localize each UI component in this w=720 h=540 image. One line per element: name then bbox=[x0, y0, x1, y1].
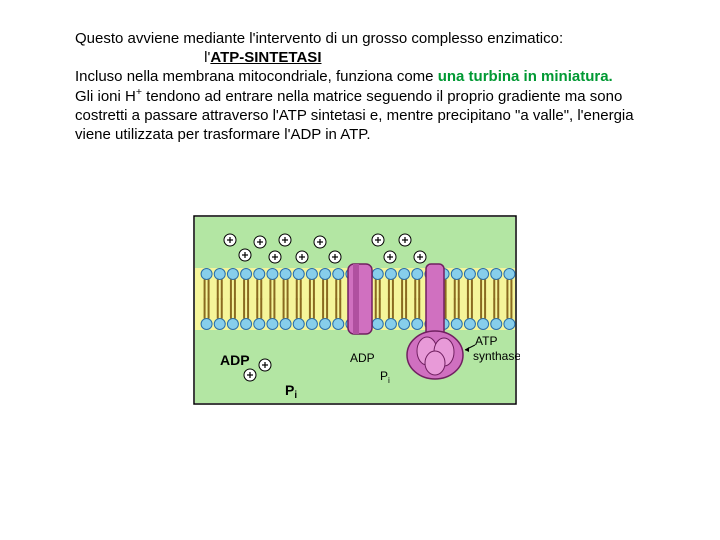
line4-pre: Gli ioni H bbox=[75, 88, 136, 105]
atp-sintetasi-label: ATP-SINTETASI bbox=[210, 49, 321, 66]
atp-synthase-diagram: ADPPiADPPiATPsynthase bbox=[190, 210, 520, 410]
svg-text:ADP: ADP bbox=[220, 352, 250, 368]
line1: Questo avviene mediante l'intervento di … bbox=[75, 30, 563, 47]
svg-text:ATP: ATP bbox=[475, 334, 497, 348]
svg-text:synthase: synthase bbox=[473, 349, 520, 363]
svg-text:ADP: ADP bbox=[350, 351, 375, 365]
turbina-phrase: una turbina in miniatura. bbox=[438, 68, 613, 85]
paragraph: Questo avviene mediante l'intervento di … bbox=[75, 30, 665, 145]
line4-rest: tendono ad entrare nella matrice seguend… bbox=[75, 88, 634, 143]
line3-pre: Incluso nella membrana mitocondriale, fu… bbox=[75, 68, 438, 85]
